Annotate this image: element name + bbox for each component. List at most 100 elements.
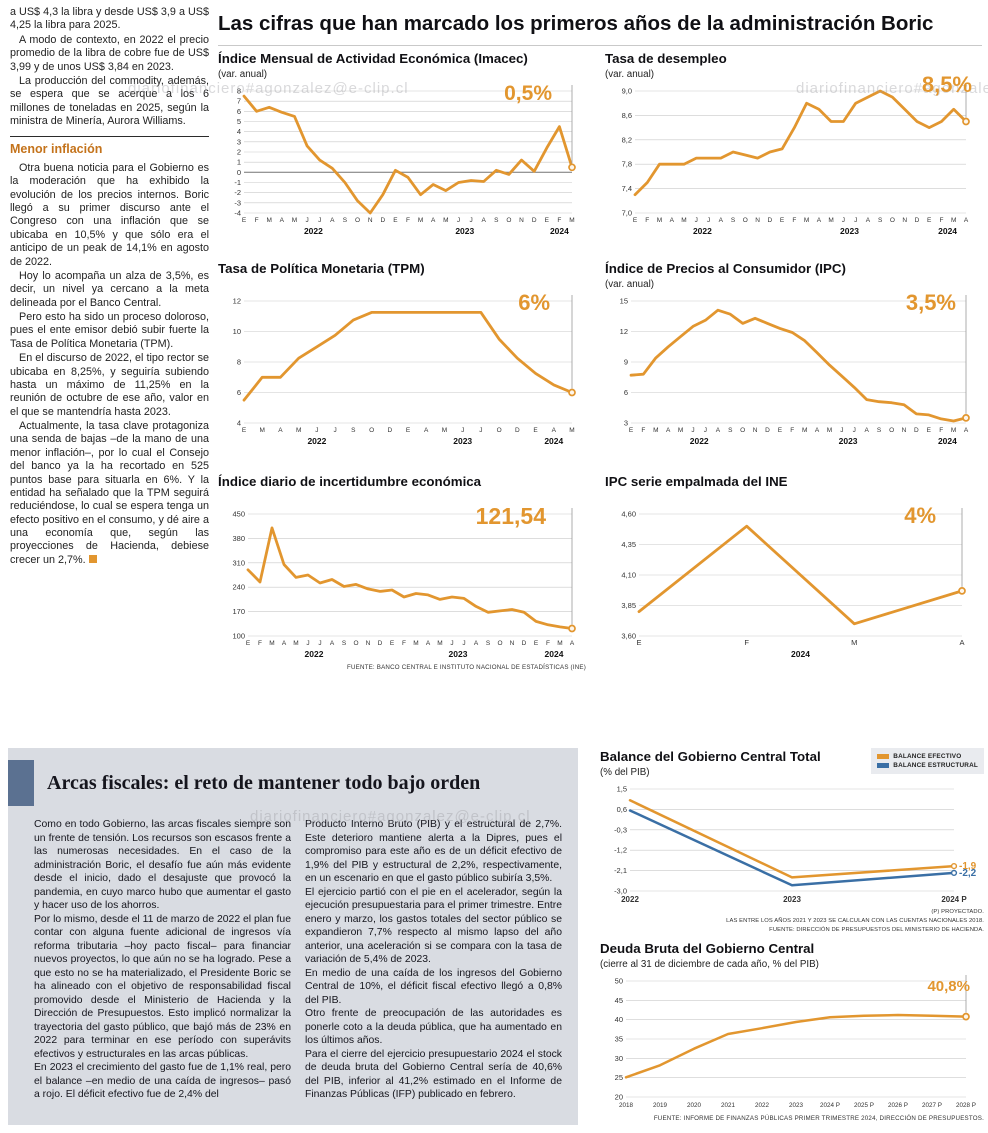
svg-text:D: D: [532, 217, 537, 224]
svg-text:E: E: [633, 217, 638, 224]
svg-text:6: 6: [237, 388, 241, 397]
fiscal-column-1: Como en todo Gobierno, las arcas fiscale…: [34, 818, 291, 1102]
svg-text:25: 25: [615, 1073, 623, 1082]
svg-text:6: 6: [237, 106, 241, 115]
chart-subtitle: (% del PIB): [600, 766, 650, 778]
svg-text:J: J: [318, 217, 321, 224]
svg-text:8,2: 8,2: [622, 135, 632, 144]
section-heading: Menor inflación: [10, 136, 209, 158]
svg-text:F: F: [645, 217, 649, 224]
article-paragraph: Para el cierre del ejercicio presupuesta…: [305, 1048, 562, 1101]
article-paragraph: En el discurso de 2022, el tipo rector s…: [10, 352, 209, 418]
fiscal-title-row: Arcas fiscales: el reto de mantener todo…: [8, 748, 578, 806]
footnote: FUENTE: DIRECCIÓN DE PRESUPUESTOS DEL MI…: [769, 926, 984, 933]
svg-text:A: A: [424, 427, 429, 434]
svg-text:7,0: 7,0: [622, 208, 632, 217]
svg-text:O: O: [889, 427, 894, 434]
svg-text:2022: 2022: [305, 649, 324, 659]
latest-value-label: 4%: [904, 503, 936, 528]
svg-text:2028 P: 2028 P: [956, 1102, 976, 1109]
svg-text:J: J: [842, 217, 845, 224]
svg-text:380: 380: [232, 534, 245, 543]
legend-item-estructural: BALANCE ESTRUCTURAL: [877, 762, 978, 769]
svg-text:A: A: [666, 427, 671, 434]
svg-text:S: S: [731, 217, 736, 224]
svg-text:9: 9: [624, 357, 628, 366]
svg-text:M: M: [443, 217, 448, 224]
fiscal-article-box: Arcas fiscales: el reto de mantener todo…: [8, 748, 578, 1125]
svg-text:F: F: [402, 640, 406, 647]
latest-value-label: 40,8%: [927, 978, 970, 995]
svg-text:2022: 2022: [690, 436, 709, 446]
chart-title: Tasa de desempleo: [605, 51, 727, 66]
svg-text:M: M: [657, 217, 662, 224]
svg-text:O: O: [743, 217, 748, 224]
svg-text:-3,0: -3,0: [614, 886, 627, 895]
svg-text:4,60: 4,60: [621, 509, 636, 518]
svg-text:N: N: [753, 427, 758, 434]
svg-text:2022: 2022: [307, 436, 326, 446]
article-paragraph: a US$ 4,3 la libra y desde US$ 3,9 a US$…: [10, 6, 209, 32]
svg-text:E: E: [927, 217, 932, 224]
svg-text:M: M: [827, 427, 832, 434]
svg-text:O: O: [740, 427, 745, 434]
chart-title: Índice diario de incertidumbre económica: [218, 474, 482, 489]
svg-text:3,85: 3,85: [621, 601, 636, 610]
svg-text:40: 40: [615, 1015, 623, 1024]
legend-item-efectivo: BALANCE EFECTIVO: [877, 753, 978, 760]
svg-text:E: E: [242, 217, 247, 224]
chart-title: Balance del Gobierno Central Total: [600, 749, 821, 764]
svg-text:35: 35: [615, 1034, 623, 1043]
svg-text:M: M: [802, 427, 807, 434]
svg-text:A: A: [482, 217, 487, 224]
article-paragraph: En 2023 el crecimiento del gasto fue de …: [34, 1062, 291, 1101]
svg-text:8: 8: [237, 86, 241, 95]
svg-text:E: E: [629, 427, 634, 434]
chart-subtitle: (var. anual): [218, 68, 268, 80]
svg-text:A: A: [959, 638, 964, 647]
footnote: (P) PROYECTADO.: [931, 908, 984, 915]
svg-text:1: 1: [237, 157, 241, 166]
svg-text:F: F: [406, 217, 410, 224]
svg-text:D: D: [387, 427, 392, 434]
svg-text:S: S: [351, 427, 356, 434]
svg-text:F: F: [641, 427, 645, 434]
svg-text:A: A: [282, 640, 287, 647]
svg-text:6: 6: [624, 388, 628, 397]
source-note: FUENTE: BANCO CENTRAL E INSTITUTO NACION…: [346, 663, 586, 671]
svg-text:J: J: [333, 427, 336, 434]
title-accent-bar: [8, 760, 34, 806]
svg-text:A: A: [426, 640, 431, 647]
article-paragraph: La producción del commodity, además, se …: [10, 74, 209, 127]
svg-text:-1,2: -1,2: [614, 845, 627, 854]
svg-text:A: A: [278, 427, 283, 434]
svg-text:2027 P: 2027 P: [922, 1102, 942, 1109]
svg-text:S: S: [877, 427, 882, 434]
source-note: FUENTE: INFORME DE FINANZAS PÚBLICAS PRI…: [653, 1114, 984, 1122]
svg-text:D: D: [380, 217, 385, 224]
svg-text:F: F: [939, 427, 943, 434]
svg-text:E: E: [545, 217, 550, 224]
svg-text:F: F: [557, 217, 561, 224]
svg-text:-2,2: -2,2: [959, 868, 977, 879]
chart-title: Índice Mensual de Actividad Económica (I…: [218, 51, 528, 66]
svg-text:12: 12: [620, 327, 628, 336]
svg-text:2022: 2022: [621, 895, 639, 904]
svg-text:4,35: 4,35: [621, 540, 636, 549]
svg-text:2022: 2022: [693, 226, 712, 236]
svg-text:20: 20: [615, 1092, 623, 1101]
latest-value-label: 121,54: [475, 503, 546, 529]
svg-text:M: M: [569, 427, 574, 434]
svg-text:170: 170: [232, 607, 245, 616]
svg-text:M: M: [437, 640, 442, 647]
fiscal-column-2: Producto Interno Bruto (PIB) y el estruc…: [305, 818, 562, 1102]
svg-text:O: O: [369, 427, 374, 434]
svg-text:M: M: [851, 638, 857, 647]
svg-text:M: M: [557, 640, 562, 647]
svg-text:D: D: [768, 217, 773, 224]
svg-text:J: J: [691, 427, 694, 434]
